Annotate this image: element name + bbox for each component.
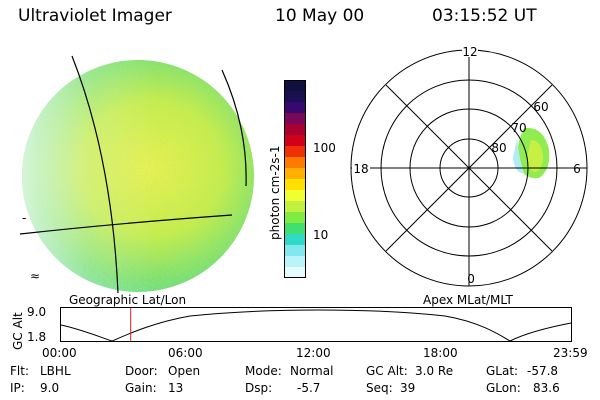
colorbar-segment <box>284 135 306 147</box>
gain-value: 13 <box>168 381 184 395</box>
instrument-title: Ultraviolet Imager <box>18 6 172 26</box>
colorbar-segment <box>284 190 306 202</box>
filter-value: LBHL <box>40 364 71 378</box>
colorbar-tick-10: 10 <box>313 228 329 242</box>
geographic-uv-image: - ≈ <box>19 55 254 294</box>
door-label: Door: <box>125 364 158 378</box>
mode-value: Normal <box>290 364 334 378</box>
lat-label-80: 80 <box>491 141 506 155</box>
time-tick-1800: 18:00 <box>423 346 458 360</box>
colorbar-segment <box>284 245 306 257</box>
observation-time: 03:15:52 UT <box>432 6 537 26</box>
lat-label-70: 70 <box>511 121 526 135</box>
time-tick-2359: 23:59 <box>553 346 588 360</box>
geographic-caption: Geographic Lat/Lon <box>69 293 187 307</box>
colorbar-segment <box>284 80 306 92</box>
colorbar <box>284 80 306 278</box>
glon-label: GLon: <box>486 381 521 395</box>
glat-label: GLat: <box>486 364 519 378</box>
apex-caption: Apex MLat/MLT <box>423 293 513 307</box>
colorbar-segment <box>284 267 306 278</box>
filter-label: Flt: <box>10 364 29 378</box>
mlt-label-18: 18 <box>353 162 368 176</box>
door-value: Open <box>168 364 201 378</box>
gc-alt-value: 3.0 Re <box>415 364 454 378</box>
colorbar-segment <box>284 168 306 180</box>
ip-value: 9.0 <box>40 381 60 395</box>
mlt-label-6: 6 <box>573 162 581 176</box>
time-tick-0600: 06:00 <box>168 346 203 360</box>
altitude-axis-label: GC Alt <box>11 312 25 350</box>
colorbar-segment <box>284 201 306 213</box>
time-tick-1200: 12:00 <box>296 346 331 360</box>
colorbar-segment <box>284 212 306 224</box>
seq-value: 39 <box>400 381 416 395</box>
grid-tick-bottom: ≈ <box>30 269 40 283</box>
dsp-value: -5.7 <box>297 381 321 395</box>
altitude-timeline <box>60 307 572 342</box>
lat-label-60: 60 <box>533 100 548 114</box>
colorbar-segment <box>284 157 306 169</box>
colorbar-segment <box>284 113 306 125</box>
gc-alt-label: GC Alt: <box>366 364 408 378</box>
mode-label: Mode: <box>245 364 282 378</box>
ip-label: IP: <box>10 381 25 395</box>
colorbar-segment <box>284 179 306 191</box>
altitude-tick-high: 9.0 <box>27 305 47 319</box>
grid-tick-left: - <box>22 211 26 225</box>
seq-label: Seq: <box>366 381 393 395</box>
glon-value: 83.6 <box>533 381 560 395</box>
colorbar-segment <box>284 124 306 136</box>
colorbar-segment <box>284 146 306 158</box>
mlt-label-0: 0 <box>467 272 475 286</box>
colorbar-segment <box>284 91 306 103</box>
colorbar-segment <box>284 223 306 235</box>
colorbar-label: photon cm-2s-1 <box>268 145 282 241</box>
mlt-label-12: 12 <box>462 45 477 59</box>
glat-value: -57.8 <box>527 364 559 378</box>
polar-mlat-mlt-plot: 12 18 6 0 60 70 80 <box>350 45 588 287</box>
observation-date: 10 May 00 <box>275 6 365 26</box>
altitude-tick-low: 1.8 <box>27 330 47 344</box>
colorbar-segment <box>284 234 306 246</box>
colorbar-segment <box>284 102 306 114</box>
time-tick-0000: 00:00 <box>42 346 77 360</box>
dsp-label: Dsp: <box>245 381 273 395</box>
colorbar-segment <box>284 256 306 268</box>
gain-label: Gain: <box>125 381 157 395</box>
colorbar-tick-100: 100 <box>313 141 336 155</box>
